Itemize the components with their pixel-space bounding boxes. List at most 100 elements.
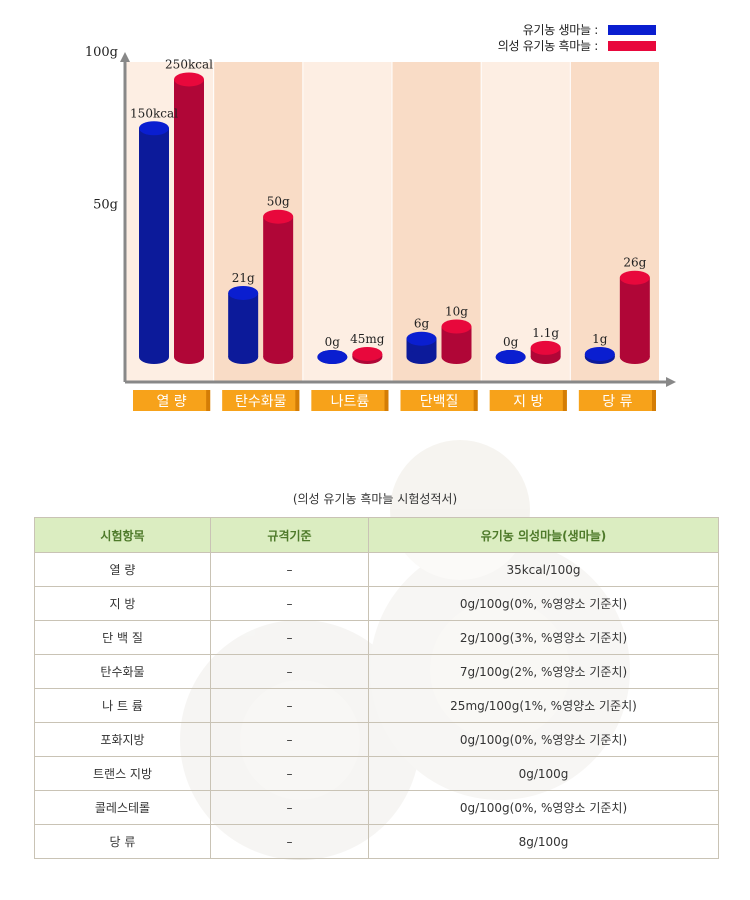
- cell-result: 35kcal/100g: [368, 552, 719, 587]
- bar-body: [174, 79, 204, 357]
- bar-base: [406, 350, 437, 364]
- table-row: 당 류 –8g/100g: [34, 824, 719, 859]
- cell-standard: –: [210, 824, 369, 859]
- bar-body: [619, 277, 650, 357]
- category-buttons: 열 량 탄수화물 나트륨 단백질 지 방 당 류: [133, 390, 656, 411]
- legend-item-black-garlic: 의성 유기농 흑마늘 :: [498, 38, 656, 53]
- category-button: [578, 390, 656, 411]
- table-row: 나 트 륨 –25mg/100g(1%, %영양소 기준치): [34, 688, 719, 723]
- table-row: 콜레스테롤 –0g/100g(0%, %영양소 기준치): [34, 790, 719, 825]
- legend-label: 의성 유기농 흑마늘 :: [497, 39, 599, 53]
- cell-item: 단 백 질: [34, 620, 211, 655]
- cell-result: 8g/100g: [368, 824, 719, 859]
- bar-value-label: 1.1g: [532, 326, 559, 340]
- cell-standard: –: [210, 722, 369, 757]
- column-backgrounds: [125, 62, 659, 382]
- bar-cap: [352, 346, 383, 361]
- category-button-shadow: [473, 390, 478, 411]
- bar-value-label: 26g: [623, 256, 646, 270]
- cell-standard: –: [210, 552, 369, 587]
- bar-value-label: 0g: [503, 335, 519, 349]
- table-row: 포화지방 –0g/100g(0%, %영양소 기준치): [34, 722, 719, 757]
- cell-item: 탄수화물: [34, 654, 211, 689]
- cell-result: 0g/100g(0%, %영양소 기준치): [368, 722, 719, 757]
- bar-cap: [139, 121, 169, 136]
- bar-base: [139, 350, 169, 364]
- cell-standard: –: [210, 756, 369, 791]
- category-label: 당 류: [602, 394, 632, 410]
- bar-base: [619, 350, 650, 364]
- category-label: 탄수화물: [235, 394, 287, 410]
- table-header-row: 시험항목 규격기준 유기농 의성마늘(생마늘): [34, 517, 719, 553]
- header-result: 유기농 의성마늘(생마늘): [368, 517, 719, 553]
- bar-cap: [263, 209, 294, 224]
- bar-value-label: 45mg: [350, 332, 385, 346]
- chart-legend: 유기농 생마늘 : 의성 유기농 흑마늘 :: [498, 22, 656, 54]
- bar-cap: [317, 350, 348, 364]
- bar-cap: [406, 331, 437, 346]
- column-background: [481, 62, 570, 382]
- cell-result: 0g/100g: [368, 756, 719, 791]
- bar-base: [174, 350, 204, 364]
- cell-result: 25mg/100g(1%, %영양소 기준치): [368, 688, 719, 723]
- header-test-item: 시험항목: [34, 517, 211, 553]
- x-axis-arrow: [666, 377, 676, 387]
- bar-cap: [228, 285, 259, 300]
- bar-value-label: 150kcal: [130, 106, 178, 120]
- category-label: 열 량: [156, 394, 186, 410]
- cell-result: 0g/100g(0%, %영양소 기준치): [368, 586, 719, 621]
- bar-base: [441, 350, 472, 364]
- category-label: 지 방: [513, 394, 543, 410]
- column-background: [303, 62, 392, 382]
- test-certificate-table: 시험항목 규격기준 유기농 의성마늘(생마늘) 열 량 –35kcal/100g …: [34, 517, 719, 859]
- category-button: [311, 390, 389, 411]
- cell-standard: –: [210, 586, 369, 621]
- bar-value-label: 21g: [232, 271, 255, 285]
- cell-result: 0g/100g(0%, %영양소 기준치): [368, 790, 719, 825]
- bar-cap: [619, 270, 650, 285]
- category-button: [489, 390, 567, 411]
- bar-value-label: 6g: [414, 317, 430, 331]
- category-button: [400, 390, 478, 411]
- table-row: 열 량 –35kcal/100g: [34, 552, 719, 587]
- legend-swatch-blue: [608, 24, 656, 35]
- bar-value-label: 250kcal: [165, 57, 213, 71]
- legend-swatch-red: [608, 40, 656, 51]
- certificate-title: (의성 유기농 흑마늘 시험성적서): [292, 492, 458, 506]
- table-row: 트랜스 지방 –0g/100g: [34, 756, 719, 791]
- value-labels: 150kcal 250kcal 21g 50g 0g 45mg 6g 10g 0g 1.1g 1g 2…: [130, 57, 647, 349]
- nutrition-bar-chart: 100g 50g 150kcal 250kcal 21g 50g 0g 45mg 6g 10g 0…: [85, 45, 676, 411]
- cell-result: 7g/100g(2%, %영양소 기준치): [368, 654, 719, 689]
- cell-item: 포화지방: [34, 722, 211, 757]
- header-standard: 규격기준: [210, 517, 369, 553]
- category-button-shadow: [384, 390, 389, 411]
- table-row: 지 방 –0g/100g(0%, %영양소 기준치): [34, 586, 719, 621]
- category-button-shadow: [295, 390, 300, 411]
- table-row: 단 백 질 –2g/100g(3%, %영양소 기준치): [34, 620, 719, 655]
- table-row: 탄수화물 –7g/100g(2%, %영양소 기준치): [34, 654, 719, 689]
- category-label: 단백질: [420, 394, 459, 410]
- cell-item: 콜레스테롤: [34, 790, 211, 825]
- category-button: [222, 390, 300, 411]
- y-tick-labels: 100g 50g: [85, 45, 118, 213]
- cell-item: 나 트 륨: [34, 688, 211, 723]
- bar-value-label: 50g: [267, 195, 290, 209]
- cell-standard: –: [210, 688, 369, 723]
- bar-cap: [584, 346, 615, 361]
- bar-base: [228, 350, 259, 364]
- bar-value-label: 1g: [592, 332, 608, 346]
- cell-item: 지 방: [34, 586, 211, 621]
- category-button-shadow: [206, 390, 211, 411]
- bar-value-label: 10g: [445, 305, 468, 319]
- cell-item: 당 류: [34, 824, 211, 859]
- cell-result: 2g/100g(3%, %영양소 기준치): [368, 620, 719, 655]
- bar-body: [263, 216, 294, 357]
- category-button-shadow: [562, 390, 567, 411]
- category-button-shadow: [652, 390, 656, 411]
- chart-bars: [139, 72, 650, 364]
- bar-cap: [495, 350, 526, 364]
- legend-label: 유기농 생마늘 :: [522, 23, 599, 37]
- bar-body: [228, 292, 259, 357]
- category-label: 나트륨: [331, 394, 370, 410]
- y-axis-arrow: [120, 52, 130, 62]
